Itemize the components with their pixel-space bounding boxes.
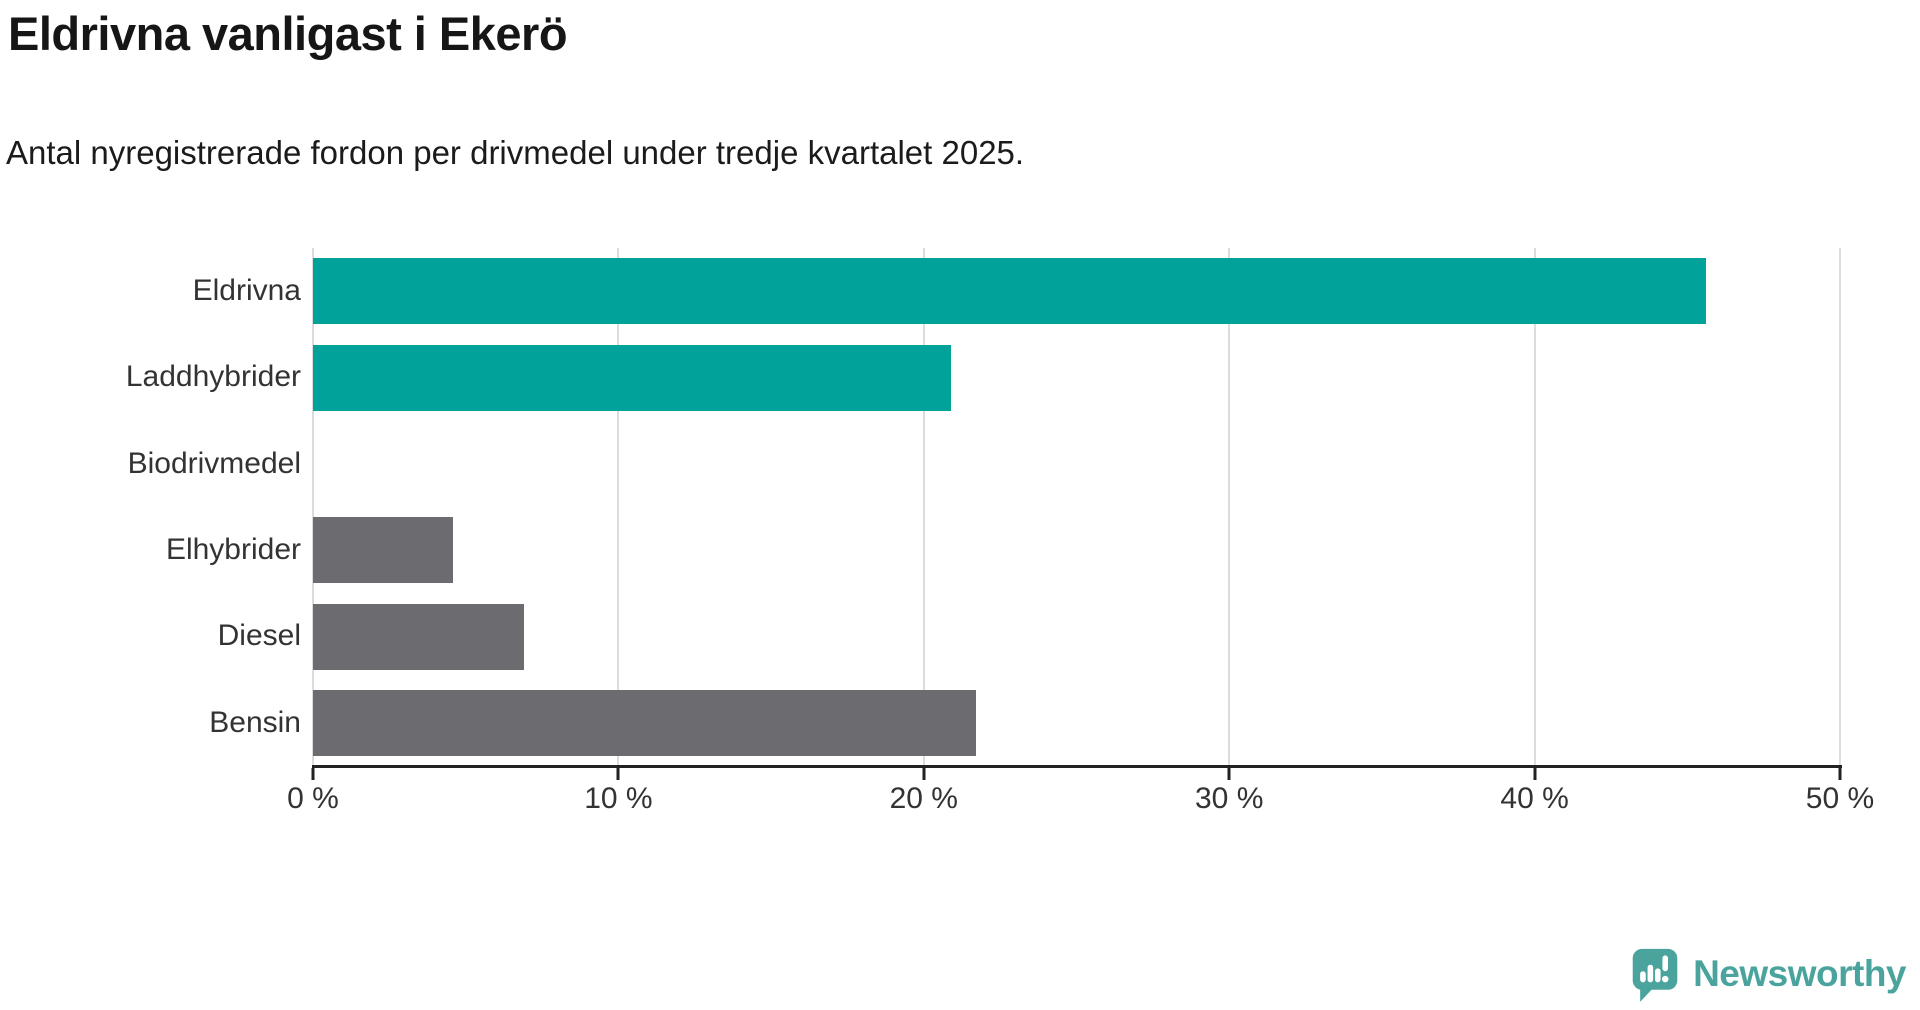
chart-title: Eldrivna vanligast i Ekerö: [8, 7, 568, 60]
plot-area: [312, 248, 1841, 766]
category-label: Laddhybrider: [125, 360, 301, 394]
x-axis-tick-label: 40 %: [1500, 782, 1569, 815]
gridline-30: [1228, 248, 1231, 766]
chart-subtitle: Antal nyregistrerade fordon per drivmede…: [6, 134, 1025, 171]
bar: [313, 603, 524, 670]
x-axis-tick: [616, 768, 620, 780]
x-axis-tick: [922, 768, 926, 780]
category-label: Biodrivmedel: [127, 446, 301, 480]
x-axis-tick-label: 50 %: [1805, 782, 1875, 815]
x-axis-tick-label: 10 %: [584, 782, 653, 815]
x-axis-tick-label: 20 %: [889, 782, 958, 815]
x-axis-line: [312, 765, 1842, 768]
newsworthy-logo: Newsworthy: [1629, 944, 1906, 1004]
bar: [313, 344, 952, 411]
x-axis-tick: [1533, 768, 1537, 780]
bar: [313, 689, 976, 756]
gridline-20: [922, 248, 925, 766]
category-label: Bensin: [209, 705, 301, 739]
category-label: Eldrivna: [192, 274, 301, 308]
x-axis-tick-label: 0 %: [287, 782, 339, 815]
x-axis-tick-label: 30 %: [1194, 782, 1264, 815]
newsworthy-wordmark: Newsworthy: [1693, 953, 1906, 994]
category-label: Elhybrider: [165, 533, 301, 567]
gridline-40: [1533, 248, 1536, 766]
bar: [313, 258, 1706, 325]
newsworthy-icon: [1632, 948, 1678, 1002]
category-labels: Eldrivna Laddhybrider Biodrivmedel Elhybrid…: [0, 248, 301, 766]
x-axis-tick: [1227, 768, 1231, 780]
x-axis-tick: [1838, 768, 1842, 780]
category-label: Diesel: [217, 619, 301, 653]
gridline-50: [1839, 248, 1841, 766]
x-axis-tick: [311, 768, 315, 780]
gridline-10: [617, 248, 620, 766]
bar: [313, 517, 454, 584]
gridline-0: [312, 248, 314, 766]
